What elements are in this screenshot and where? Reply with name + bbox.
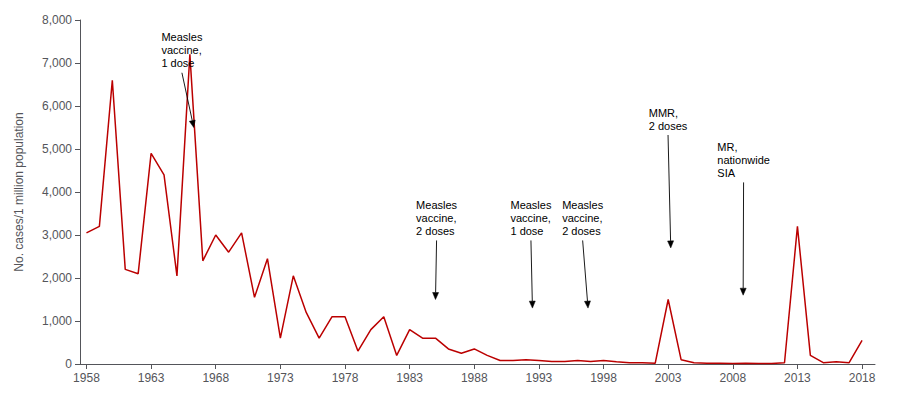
svg-text:Measles: Measles — [562, 199, 603, 211]
svg-text:vaccine,: vaccine, — [416, 212, 456, 224]
svg-text:1998: 1998 — [590, 371, 617, 385]
svg-text:1 dose: 1 dose — [161, 57, 194, 69]
svg-text:4,000: 4,000 — [42, 185, 72, 199]
svg-text:3,000: 3,000 — [42, 228, 72, 242]
svg-text:5,000: 5,000 — [42, 142, 72, 156]
svg-text:2013: 2013 — [784, 371, 811, 385]
svg-text:vaccine,: vaccine, — [510, 212, 550, 224]
svg-text:1958: 1958 — [73, 371, 100, 385]
svg-text:8,000: 8,000 — [42, 13, 72, 27]
svg-text:Measles: Measles — [416, 199, 457, 211]
svg-text:SIA: SIA — [717, 167, 735, 179]
svg-text:2,000: 2,000 — [42, 271, 72, 285]
svg-text:1978: 1978 — [332, 371, 359, 385]
svg-text:7,000: 7,000 — [42, 56, 72, 70]
svg-text:1963: 1963 — [138, 371, 165, 385]
svg-text:2 doses: 2 doses — [562, 225, 601, 237]
svg-text:1993: 1993 — [526, 371, 553, 385]
svg-text:No. cases/1 million population: No. cases/1 million population — [12, 112, 26, 271]
svg-text:nationwide: nationwide — [717, 154, 770, 166]
svg-text:2 doses: 2 doses — [649, 120, 688, 132]
svg-text:1 dose: 1 dose — [510, 225, 543, 237]
svg-text:1988: 1988 — [461, 371, 488, 385]
svg-text:1,000: 1,000 — [42, 314, 72, 328]
svg-text:2 doses: 2 doses — [416, 225, 455, 237]
svg-text:MMR,: MMR, — [649, 107, 678, 119]
svg-text:1973: 1973 — [267, 371, 294, 385]
svg-text:MR,: MR, — [717, 141, 737, 153]
svg-text:Measles: Measles — [510, 199, 551, 211]
svg-text:vaccine,: vaccine, — [562, 212, 602, 224]
svg-text:2008: 2008 — [719, 371, 746, 385]
svg-text:2018: 2018 — [849, 371, 876, 385]
svg-text:1968: 1968 — [202, 371, 229, 385]
svg-text:2003: 2003 — [655, 371, 682, 385]
svg-text:1983: 1983 — [396, 371, 423, 385]
svg-text:6,000: 6,000 — [42, 99, 72, 113]
svg-text:0: 0 — [65, 357, 72, 371]
svg-text:vaccine,: vaccine, — [161, 44, 201, 56]
svg-text:Measles: Measles — [161, 31, 202, 43]
